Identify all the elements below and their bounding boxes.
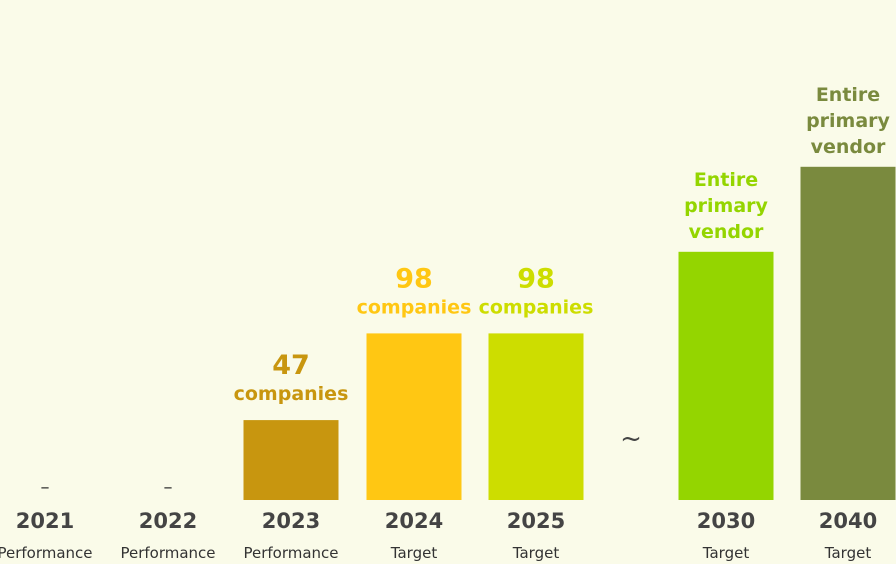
bar-2023 [243, 420, 339, 500]
status-label-2040: Target [824, 544, 872, 562]
status-label-2025: Target [512, 544, 560, 562]
tick-label-2030: 2030 [697, 509, 755, 533]
data-label-2030-line-1: Entire [694, 169, 758, 191]
data-label-2030-line-3: vendor [689, 221, 764, 243]
axis-break-mark: ~ [620, 424, 642, 454]
status-label-2030: Target [702, 544, 750, 562]
data-label-value-2024: 98 [395, 263, 433, 294]
status-label-2022: Performance [120, 544, 215, 562]
data-label-2030-line-2: primary [684, 195, 768, 217]
data-label-2040-line-3: vendor [811, 136, 886, 158]
status-label-2023: Performance [243, 544, 338, 562]
data-label-value-2025: 98 [517, 263, 555, 294]
bar-2025 [488, 333, 584, 500]
data-label-2022: – [164, 477, 173, 498]
data-label-unit-2025: companies [479, 296, 594, 318]
tick-label-2024: 2024 [385, 509, 443, 533]
data-label-value-2023: 47 [272, 350, 310, 381]
tick-label-2021: 2021 [16, 509, 74, 533]
data-label-2021: – [41, 477, 50, 498]
status-label-2024: Target [390, 544, 438, 562]
tick-label-2022: 2022 [139, 509, 197, 533]
data-label-unit-2024: companies [357, 296, 472, 318]
data-label-2040-line-1: Entire [816, 84, 880, 106]
bar-2024 [366, 333, 462, 500]
bar-2040 [800, 166, 896, 501]
data-label-unit-2023: companies [234, 383, 349, 405]
data-label-2040-line-2: primary [806, 110, 890, 132]
tick-label-2023: 2023 [262, 509, 320, 533]
tick-label-2025: 2025 [507, 509, 565, 533]
status-label-2021: Performance [0, 544, 93, 562]
tick-label-2040: 2040 [819, 509, 877, 533]
bar-2030 [678, 251, 774, 500]
